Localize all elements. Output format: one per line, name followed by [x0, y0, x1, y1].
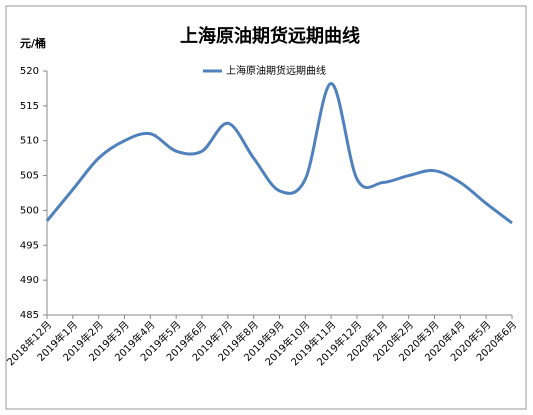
- legend-label: 上海原油期货远期曲线: [226, 64, 326, 77]
- y-tick-label: 515: [20, 101, 39, 112]
- chart-border: [5, 5, 527, 410]
- y-tick-label: 505: [20, 171, 39, 182]
- y-tick-label: 485: [20, 310, 39, 321]
- y-tick-label: 500: [20, 205, 39, 216]
- y-tick-label: 490: [20, 275, 39, 286]
- chart-title: 上海原油期货远期曲线: [180, 25, 360, 47]
- y-axis-label: 元/桶: [20, 36, 46, 50]
- series-line: [45, 82, 513, 225]
- y-tick-label: 495: [20, 240, 39, 251]
- y-tick-label: 510: [20, 136, 39, 147]
- y-tick-label: 520: [20, 66, 39, 77]
